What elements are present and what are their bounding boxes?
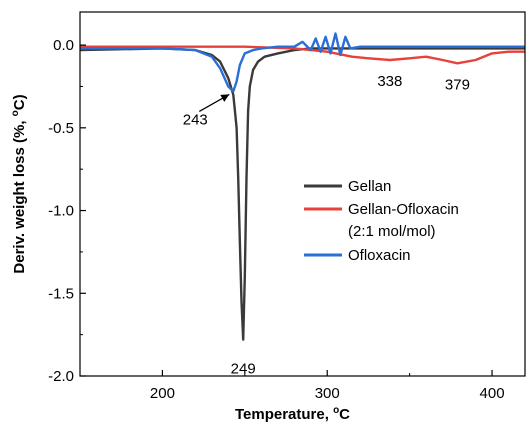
y-tick-label: -0.5: [48, 120, 74, 137]
x-axis-degree: o: [333, 405, 339, 416]
x-axis-unit: C: [339, 406, 350, 423]
series-line-2: [80, 32, 525, 93]
y-axis-title: Deriv. weight loss (%, oC): [10, 94, 28, 273]
legend-label-gellan: Gellan: [348, 178, 391, 195]
legend-label-gellan-ofloxacin-ratio: (2:1 mol/mol): [348, 223, 436, 240]
series-lines: [80, 32, 525, 341]
x-axis-title: Temperature, oC: [235, 405, 350, 423]
peak-arrow-head: [220, 94, 230, 102]
x-tick-label: 200: [150, 385, 175, 402]
axes-frame: [79, 11, 526, 377]
legend-label-gellan-ofloxacin: Gellan-Ofloxacin: [348, 201, 459, 218]
peak-label-379: 379: [445, 76, 470, 93]
y-tick-label: 0.0: [53, 37, 74, 54]
legend: Gellan Gellan-Ofloxacin (2:1 mol/mol) Of…: [304, 178, 459, 264]
peak-label-243: 243: [183, 111, 208, 128]
y-tick-label: -1.0: [48, 203, 74, 220]
x-tick-label: 300: [315, 385, 340, 402]
legend-label-ofloxacin: Ofloxacin: [348, 247, 411, 264]
x-axis-title-text: Temperature,: [235, 406, 333, 423]
y-axis-degree: o: [10, 110, 21, 116]
y-axis-unit: C): [11, 94, 28, 110]
axis-ticks: 200 300 400 0.0 -0.5 -1.0 -1.5 -2.0: [48, 37, 504, 402]
peak-label-338: 338: [377, 73, 402, 90]
annotations: 243 249 338 379: [183, 73, 470, 378]
y-tick-label: -1.5: [48, 285, 74, 302]
y-axis-title-text: Deriv. weight loss (%,: [11, 116, 28, 273]
y-tick-label: -2.0: [48, 368, 74, 385]
x-tick-label: 400: [480, 385, 505, 402]
peak-label-249: 249: [231, 361, 256, 378]
